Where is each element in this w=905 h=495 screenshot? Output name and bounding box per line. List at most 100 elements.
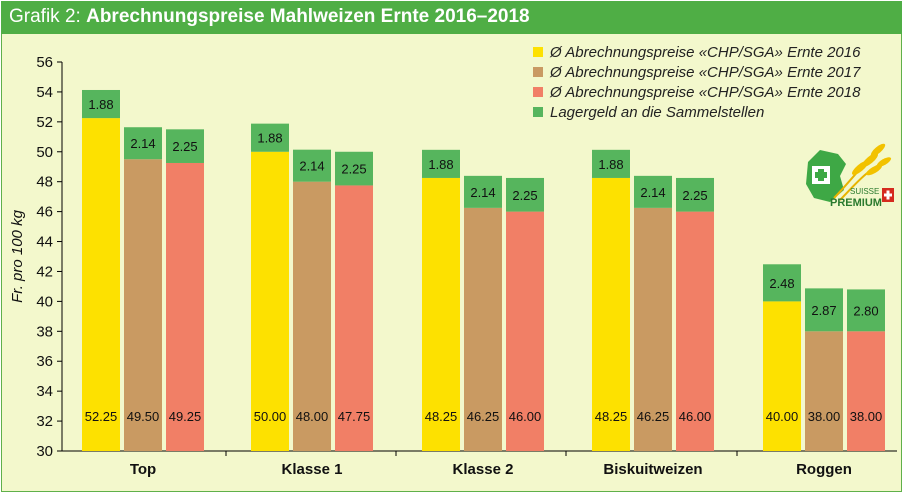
legend-label-2016: Ø Abrechnungspreise «CHP/SGA» Ernte 2016: [550, 43, 861, 61]
label-value-klasse-2-2018: 46.00: [509, 409, 542, 424]
legend-swatch-lagergeld: [533, 107, 543, 117]
label-value-roggen-2016: 40.00: [766, 409, 799, 424]
y-tick-label-44: 44: [36, 234, 53, 251]
y-tick-label-38: 38: [36, 323, 53, 340]
label-value-top-2017: 49.50: [127, 409, 160, 424]
bar-biskuitweizen-2018: [676, 211, 714, 451]
y-tick-label-42: 42: [36, 263, 53, 280]
label-value-top-2016: 52.25: [85, 409, 118, 424]
bar-lagergeld-biskuitweizen-2016: [592, 149, 630, 178]
y-tick-label-50: 50: [36, 144, 53, 161]
label-lagergeld-roggen-2018: 2.80: [853, 303, 878, 318]
bar-roggen-2017: [805, 331, 843, 451]
title-prefix: Grafik 2:: [9, 6, 81, 27]
label-lagergeld-roggen-2017: 2.87: [811, 303, 836, 318]
legend-swatch-2017: [533, 67, 543, 77]
bar-lagergeld-klasse-2-2016: [422, 149, 460, 178]
label-lagergeld-top-2016: 1.88: [88, 97, 113, 112]
label-lagergeld-klasse-1-2017: 2.14: [299, 159, 324, 174]
bar-top-2018: [166, 162, 204, 451]
x-tick-label-klasse-1: Klasse 1: [282, 461, 343, 478]
x-tick-label-klasse-2: Klasse 2: [453, 461, 514, 478]
legend-label-2018: Ø Abrechnungspreise «CHP/SGA» Ernte 2018: [550, 83, 861, 101]
title-bar: Grafik 2: Abrechnungspreise Mahlweizen E…: [1, 1, 902, 34]
legend-swatch-2018: [533, 87, 543, 97]
legend-item-lagergeld: Lagergeld an die Sammelstellen: [533, 102, 860, 122]
bar-klasse-2-2017: [464, 207, 502, 451]
legend-label-2017: Ø Abrechnungspreise «CHP/SGA» Ernte 2017: [550, 63, 861, 81]
legend-label-lagergeld: Lagergeld an die Sammelstellen: [550, 103, 765, 121]
bar-lagergeld-roggen-2018: [847, 289, 885, 332]
bar-lagergeld-top-2017: [124, 127, 162, 160]
label-lagergeld-klasse-2-2016: 1.88: [428, 157, 453, 172]
label-value-biskuitweizen-2016: 48.25: [595, 409, 628, 424]
bar-klasse-1-2018: [335, 185, 373, 452]
label-lagergeld-biskuitweizen-2018: 2.25: [682, 188, 707, 203]
suisse-premium-logo: SUISSE PREMIUM: [806, 143, 894, 209]
bar-lagergeld-klasse-1-2018: [335, 151, 373, 186]
bar-lagergeld-top-2018: [166, 129, 204, 163]
label-lagergeld-klasse-1-2016: 1.88: [257, 131, 282, 146]
legend-item-2018: Ø Abrechnungspreise «CHP/SGA» Ernte 2018: [533, 82, 860, 102]
bar-lagergeld-roggen-2017: [805, 288, 843, 332]
bar-roggen-2016: [763, 301, 801, 451]
legend-item-2017: Ø Abrechnungspreise «CHP/SGA» Ernte 2017: [533, 62, 860, 82]
bar-top-2017: [124, 159, 162, 451]
y-tick-label-56: 56: [36, 54, 53, 71]
bar-lagergeld-klasse-2-2017: [464, 175, 502, 208]
chart-title: Grafik 2: Abrechnungspreise Mahlweizen E…: [9, 6, 530, 28]
bar-lagergeld-roggen-2016: [763, 264, 801, 302]
legend-swatch-2016: [533, 47, 543, 57]
label-lagergeld-biskuitweizen-2016: 1.88: [598, 157, 623, 172]
label-lagergeld-klasse-2-2018: 2.25: [512, 188, 537, 203]
label-lagergeld-top-2017: 2.14: [130, 136, 155, 151]
label-value-klasse-1-2017: 48.00: [296, 409, 329, 424]
bar-klasse-1-2016: [251, 151, 289, 451]
bar-lagergeld-biskuitweizen-2018: [676, 177, 714, 212]
bar-biskuitweizen-2017: [634, 207, 672, 451]
label-value-roggen-2018: 38.00: [850, 409, 883, 424]
title-main: Abrechnungspreise Mahlweizen Ernte 2016–…: [86, 6, 530, 27]
bar-klasse-2-2016: [422, 177, 460, 452]
y-tick-label-30: 30: [36, 443, 53, 460]
label-value-klasse-2-2017: 46.25: [467, 409, 500, 424]
y-tick-label-36: 36: [36, 353, 53, 370]
y-tick-label-52: 52: [36, 114, 53, 131]
bar-klasse-1-2017: [293, 181, 331, 451]
label-lagergeld-biskuitweizen-2017: 2.14: [640, 185, 665, 200]
label-value-biskuitweizen-2017: 46.25: [637, 409, 670, 424]
bar-lagergeld-klasse-1-2016: [251, 123, 289, 152]
label-value-biskuitweizen-2018: 46.00: [679, 409, 712, 424]
y-tick-label-34: 34: [36, 383, 53, 400]
bar-lagergeld-top-2016: [82, 89, 120, 119]
y-axis-label: Fr. pro 100 kg: [9, 209, 26, 302]
y-tick-label-48: 48: [36, 174, 53, 191]
label-value-klasse-2-2016: 48.25: [425, 409, 458, 424]
bar-lagergeld-klasse-2-2018: [506, 177, 544, 212]
label-lagergeld-top-2018: 2.25: [172, 139, 197, 154]
legend: Ø Abrechnungspreise «CHP/SGA» Ernte 2016…: [533, 42, 860, 122]
label-lagergeld-roggen-2016: 2.48: [769, 276, 794, 291]
y-tick-label-54: 54: [36, 84, 53, 101]
y-tick-label-46: 46: [36, 204, 53, 221]
logo-text-bottom: PREMIUM: [830, 197, 882, 209]
label-value-top-2018: 49.25: [169, 409, 202, 424]
legend-item-2016: Ø Abrechnungspreise «CHP/SGA» Ernte 2016: [533, 42, 860, 62]
bar-biskuitweizen-2016: [592, 177, 630, 452]
label-value-klasse-1-2018: 47.75: [338, 409, 371, 424]
label-value-klasse-1-2016: 50.00: [254, 409, 287, 424]
x-tick-label-top: Top: [130, 461, 156, 478]
bar-top-2016: [82, 118, 120, 451]
bar-lagergeld-klasse-1-2017: [293, 149, 331, 182]
label-value-roggen-2017: 38.00: [808, 409, 841, 424]
x-tick-label-biskuitweizen: Biskuitweizen: [603, 461, 702, 478]
bar-lagergeld-biskuitweizen-2017: [634, 175, 672, 208]
logo-text-top: SUISSE: [850, 187, 879, 196]
y-tick-label-40: 40: [36, 293, 53, 310]
label-lagergeld-klasse-1-2018: 2.25: [341, 162, 366, 177]
x-tick-label-roggen: Roggen: [796, 461, 852, 478]
bar-roggen-2018: [847, 331, 885, 451]
label-lagergeld-klasse-2-2017: 2.14: [470, 185, 495, 200]
y-tick-label-32: 32: [36, 413, 53, 430]
